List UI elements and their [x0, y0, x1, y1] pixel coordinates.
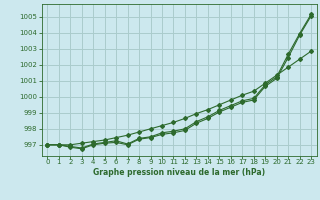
X-axis label: Graphe pression niveau de la mer (hPa): Graphe pression niveau de la mer (hPa) — [93, 168, 265, 177]
